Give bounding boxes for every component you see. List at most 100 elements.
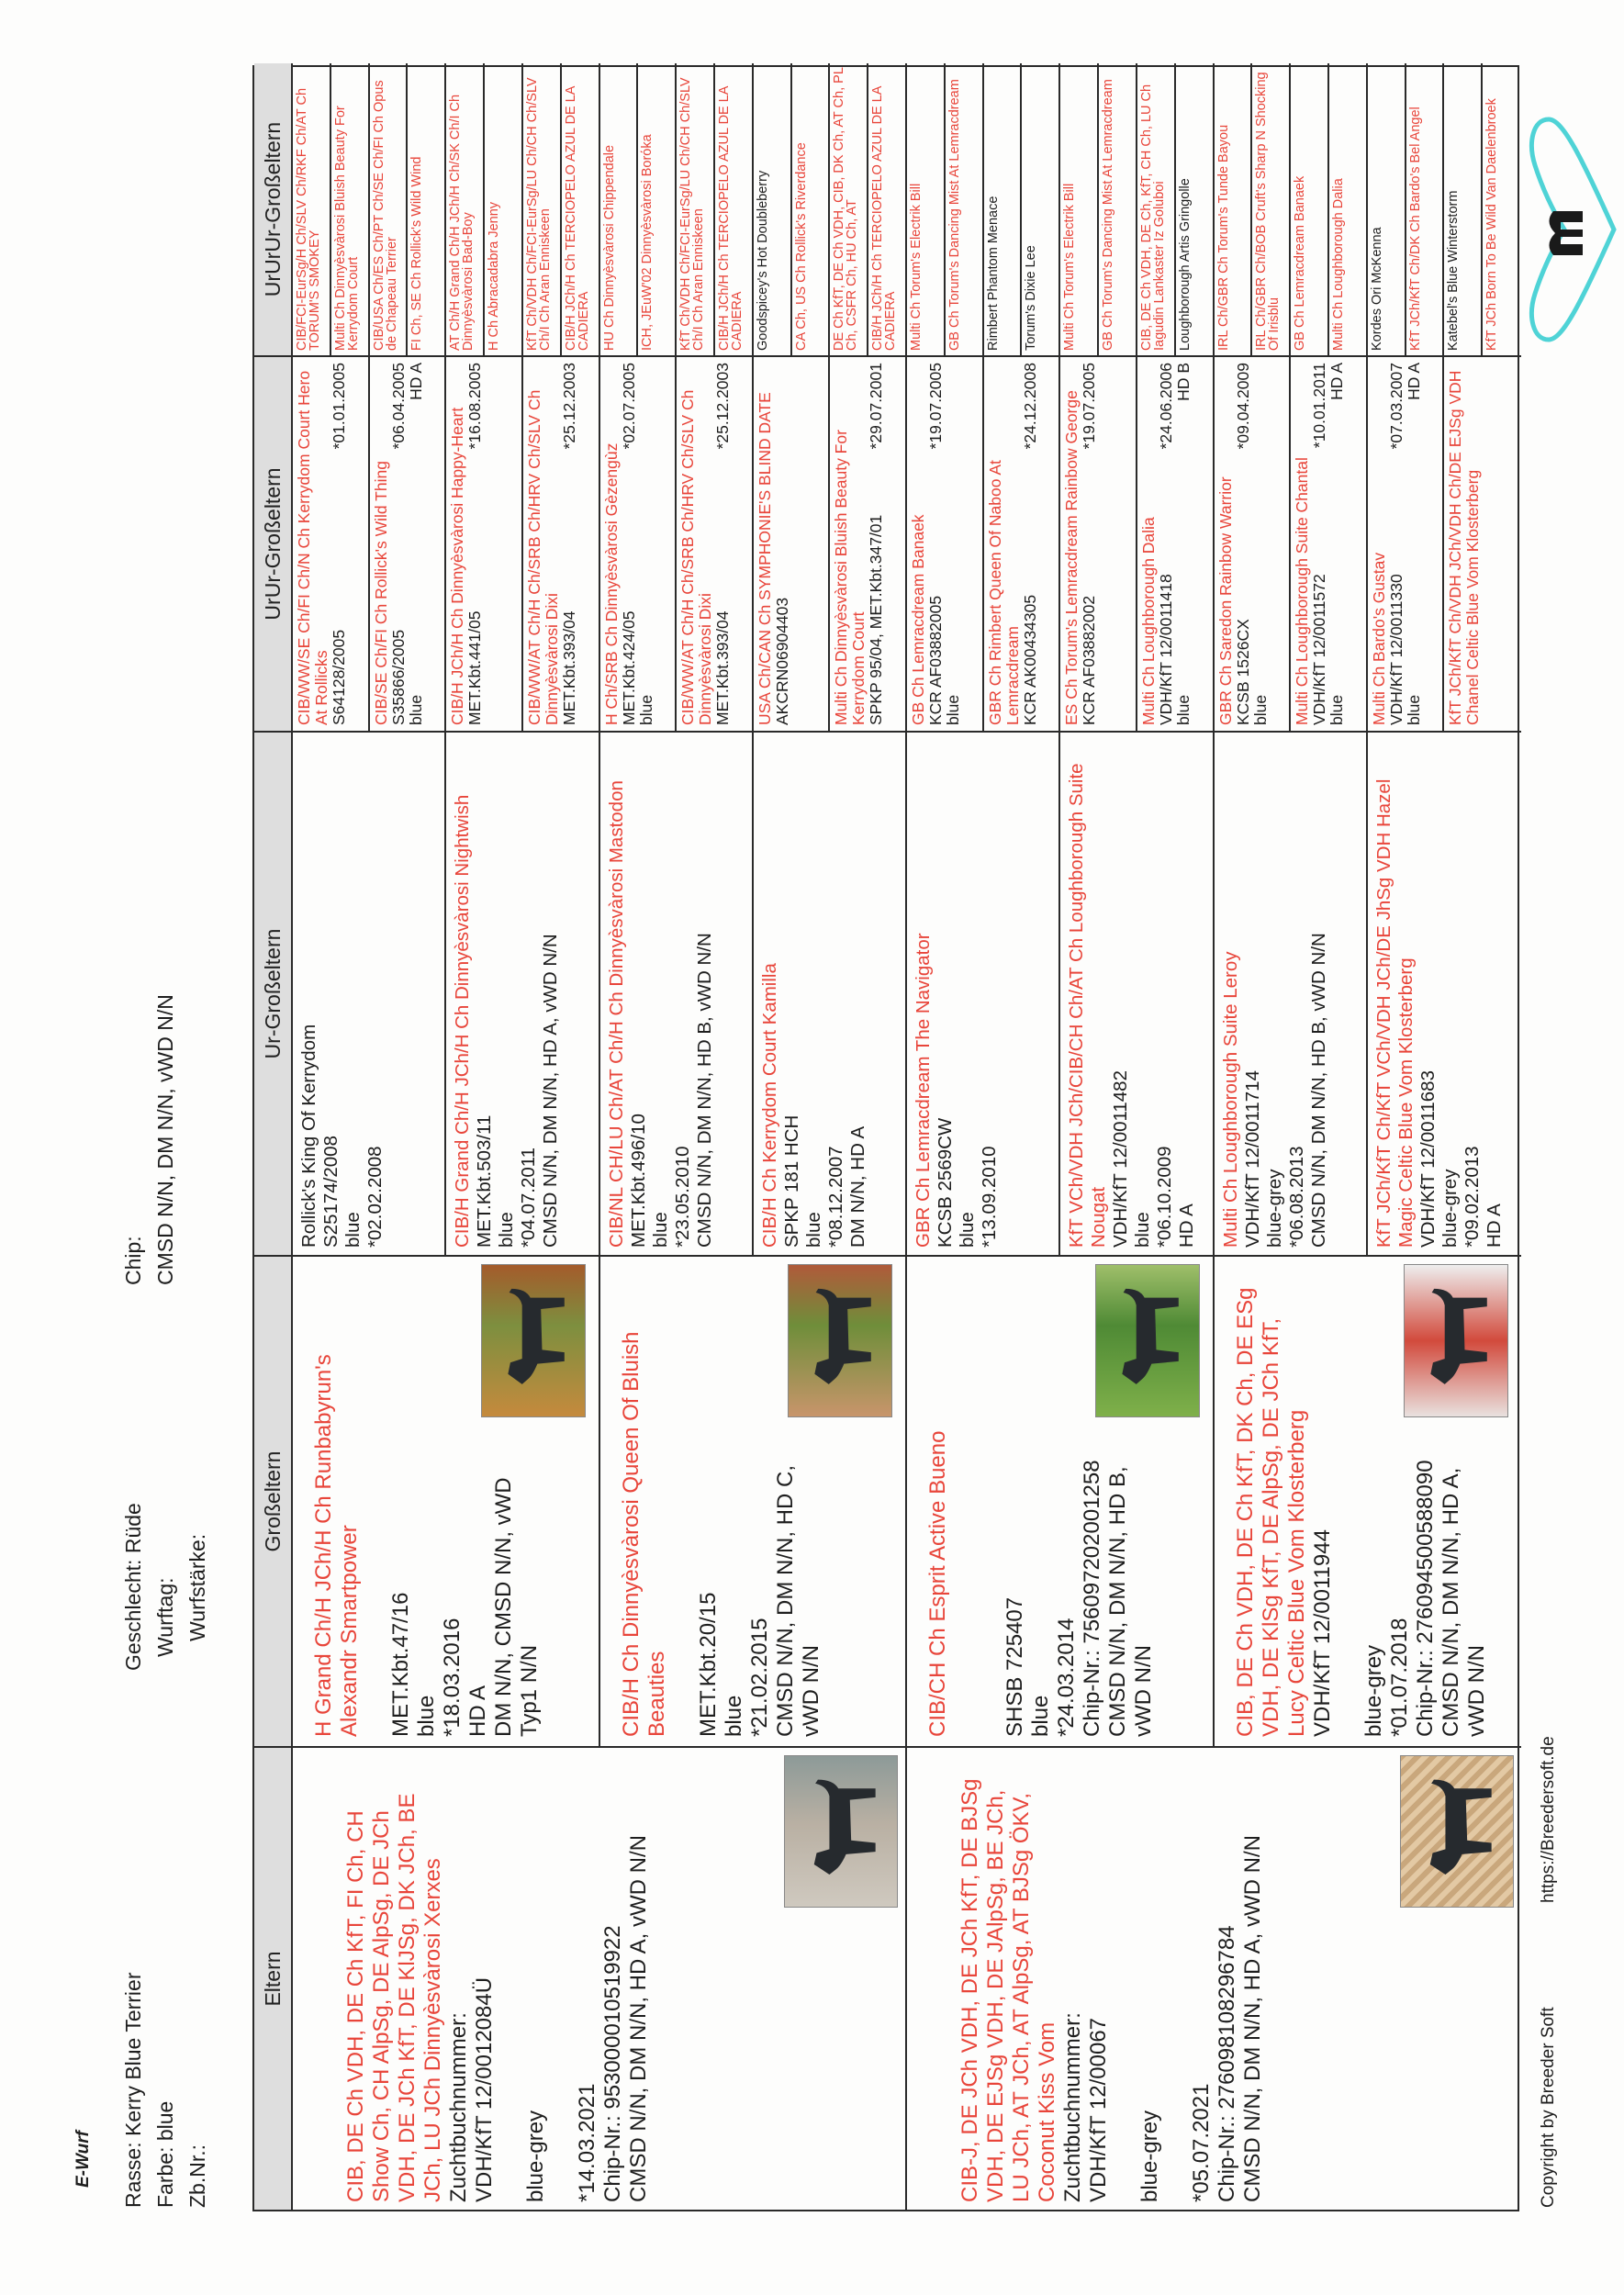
dog-name: CIB/WW/AT Ch/H Ch/SRB Ch/HRV Ch/SLV Ch D… [524, 389, 561, 725]
registration-number: S64128/2005 [330, 629, 348, 725]
dog-detail-line [977, 1266, 1002, 1737]
color-row: blue [944, 363, 962, 725]
litter-size: Wurfstärke: [185, 1533, 209, 1641]
pedigree-cell-ururgrosseltern: Multi Ch Dinnyèsvàrosi Bluish Beauty For… [830, 355, 907, 731]
color-row: blue HD A [1405, 363, 1423, 725]
pedigree-cell-urururgrosseltern: CIB, DE Ch VDH, DE Ch, KfT, CH Ch, LU Ch… [1137, 63, 1176, 355]
dog-name: KfT JCh Born To Be Wild Van Daelenbroek [1484, 98, 1500, 351]
pedigree-cell-grosseltern: CIB, DE Ch VDH, DE Ch KfT, DK Ch, DE ESg… [1214, 1255, 1521, 1746]
dog-name: Multi Ch Dinnyèsvàrosi Bluish Beauty For… [832, 430, 868, 725]
pedigree-cell-urururgrosseltern: Kordes Ori McKenna [1367, 63, 1406, 355]
pedigree-cell-urururgrosseltern: Goodspicey's Hot Doubleberry [753, 63, 792, 355]
registration-number: KCR AK00434305 [1020, 594, 1039, 725]
pedigree-cell-grosseltern: CIB/CH Ch Esprit Active Bueno SHSB 725407… [907, 1255, 1215, 1746]
dog-photo [1404, 1264, 1508, 1417]
registration-number: MET.Kbt.393/04 [713, 610, 733, 725]
birth-date: *29.07.2001 [867, 363, 886, 450]
pedigree-cell-urgrosseltern: KfT VCh/VDH JCh/CIB/CH Ch/AT Ch Loughbor… [1060, 731, 1215, 1255]
dog-detail-line [1163, 1757, 1189, 2202]
dog-detail-line: blue [957, 1212, 978, 1248]
pedigree-cell-urururgrosseltern: KfT JCh Born To Be Wild Van Daelenbroek [1483, 63, 1521, 355]
dog-detail-line: Chip-Nr.: 953000010519922 [600, 1925, 625, 2202]
dog-silhouette-icon [1429, 1779, 1492, 1875]
pedigree-cell-urururgrosseltern: Loughborough Artis Gringolle [1175, 63, 1215, 355]
dog-name: USA Ch/CAN Ch SYMPHONIE'S BLIND DATE [755, 392, 774, 725]
dog-detail-line: blue [649, 1212, 671, 1248]
dog-detail-line: blue [802, 1212, 824, 1248]
registration-row: S64128/2005 *01.01.2005 [330, 363, 348, 725]
pedigree-cell-urururgrosseltern: IRL Ch/GBR Ch/BOB Cruft's Sharp N Shocki… [1252, 63, 1292, 355]
dog-detail-line: Zuchtbuchnummer: [1060, 2012, 1085, 2202]
pedigree-cell-urgrosseltern: CIB/H Grand Ch/H JCh/H Ch Dinnyèsvàrosi … [446, 731, 600, 1255]
dog-silhouette-icon [508, 1288, 565, 1384]
pedigree-table: Eltern Großeltern Ur-Großeltern UrUr-Großel… [252, 63, 1521, 2211]
stud-book-number: Zb.Nr.: [185, 2144, 209, 2208]
pedigree-cell-ururgrosseltern: CIB/SE Ch/FI Ch Rollick's Wild Thing S358… [369, 355, 447, 731]
dog-name: CIB/H JCh/H Ch TERCIOPELO AZUL DE LA CAD… [716, 86, 745, 351]
dog-name: KfT Ch/VDH Ch/FCI-EurSg/LU Ch/CH Ch/SLV … [678, 77, 707, 351]
dog-detail-line: blue [1132, 1212, 1154, 1248]
dog-detail-line: DM N/N, HD A [846, 1125, 868, 1248]
dog-silhouette-icon [813, 1779, 876, 1875]
dog-name: CIB/H JCh/H Ch Dinnyèsvàrosi Happy-Heart [448, 407, 467, 725]
column-header-ururgrosseltern: UrUr-Großeltern [254, 355, 293, 731]
pedigree-cell-ururgrosseltern: H Ch/SRB Ch Dinnyèsvàrosi Gèzengùz MET.Kb… [599, 355, 678, 731]
dog-detail-line: CMSD N/N, DM N/N, HD B, vWD N/N [1307, 933, 1329, 1248]
dog-name: H Ch Abracadabra Jenny [487, 201, 502, 351]
dog-detail-line: Chip-Nr.: 276098108296784 [1215, 1925, 1239, 2202]
dog-detail-line [1336, 1266, 1361, 1737]
dog-detail-line: *04.07.2011 [518, 1147, 540, 1248]
pedigree-cell-urururgrosseltern: Rimbert Phantom Menace [983, 63, 1023, 355]
pedigree-cell-urururgrosseltern: IRL Ch/GBR Ch Torum's Tunde Bayou [1214, 63, 1253, 355]
pedigree-cell-urururgrosseltern: GB Ch Torum's Dancing Mist At Lemracdrea… [945, 63, 984, 355]
dog-name: CIB/WW/AT Ch/H Ch/SRB Ch/HRV Ch/SLV Ch D… [678, 389, 715, 725]
dog-name: HU Ch Dinnyèsvàrosi Chippendale [601, 144, 617, 351]
dog-detail-line: SHSB 725407 [1002, 1596, 1027, 1737]
birth-date: *07.03.2007 [1386, 363, 1406, 450]
dog-name: IRL Ch/GBR Ch Torum's Tunde Bayou [1215, 124, 1231, 351]
dog-detail-line: CMSD N/N, DM N/N, HD A, vWD N/N [540, 934, 562, 1248]
dog-name: CA Ch, US Ch Rollick's Riverdance [793, 142, 809, 351]
dog-name: ES Ch Torum's Lemracdream Rainbow George [1062, 390, 1081, 725]
dog-name: H Grand Ch/H JCh/H Ch Runbabyrun's Alexa… [311, 1354, 362, 1737]
dog-name: Torum's Dixie Lee [1024, 245, 1039, 351]
dog-detail-line [549, 1757, 575, 2202]
dog-name: FI Ch, SE Ch Rollick's Wild Wind [409, 156, 425, 351]
hd-result: HD A [1327, 363, 1347, 400]
birth-date: *25.12.2003 [559, 363, 578, 450]
pedigree-cell-ururgrosseltern: KfT JCh/KfT Ch/VDH JCh/VDH Ch/DE EJSg VD… [1444, 355, 1521, 731]
dog-detail-line: MET.Kbt.47/16 [388, 1592, 413, 1737]
dog-name: GB Ch Lemracdream Banaek [909, 514, 927, 725]
dog-detail-line: blue-grey [1263, 1169, 1285, 1248]
dog-detail-line: VDH/KfT 12/0012084Ü [472, 1976, 497, 2202]
pedigree-cell-eltern: CIB, DE Ch VDH, DE Ch KfT, FI Ch, CH Sho… [293, 1746, 907, 2210]
dog-detail-line [670, 1266, 696, 1737]
color-row: blue [637, 363, 655, 725]
dog-name: KfT Ch/VDH Ch/FCI-EurSg/LU Ch/CH Ch/SLV … [524, 77, 553, 351]
dog-name: CIB/H Grand Ch/H JCh/H Ch Dinnyèsvàrosi … [452, 794, 474, 1248]
coat-color: Farbe: blue [153, 2100, 177, 2208]
dog-name: ICH, JEuW'02 Dinnyèsvàrosi Borόka [640, 134, 655, 351]
dog-name: Goodspicey's Hot Doubleberry [755, 170, 770, 351]
dog-detail-line: blue-grey [523, 2110, 548, 2202]
dog-detail-line: blue-grey [1439, 1169, 1461, 1248]
pedigree-cell-ururgrosseltern: Multi Ch Loughborough Dalia VDH/KfT 12/00… [1137, 355, 1215, 731]
dog-photo [1094, 1264, 1200, 1417]
coat-color: blue [944, 694, 962, 725]
dog-name: IRL Ch/GBR Ch/BOB Cruft's Sharp N Shocki… [1254, 72, 1282, 351]
pedigree-cell-ururgrosseltern: GBR Ch Rimbert Queen Of Naboo At Lemracd… [983, 355, 1061, 731]
dog-detail-line: HD A [1176, 1203, 1198, 1248]
registration-number: MET.Kbt.393/04 [559, 610, 578, 725]
pedigree-cell-ururgrosseltern: Multi Ch Bardo's Gustav VDH/KfT 12/001133… [1367, 355, 1445, 731]
registration-number: MET.Kbt.441/05 [465, 610, 485, 725]
coat-color: blue [1173, 694, 1193, 725]
pedigree-cell-urgrosseltern: Rollick's King Of Kerrydom S25174/2008 blu… [293, 731, 447, 1255]
registration-number: AKCRN06904403 [772, 597, 791, 725]
registration-row: KCR AF03882002 *19.07.2005 [1080, 363, 1099, 725]
column-header-grosseltern: Großeltern [254, 1255, 293, 1746]
color-row: blue [1251, 363, 1270, 725]
birth-date: *19.07.2005 [1080, 363, 1099, 450]
birth-date: *24.06.2006 [1156, 363, 1175, 450]
dog-photo [480, 1264, 586, 1417]
dog-name: Kordes Ori McKenna [1369, 227, 1384, 351]
